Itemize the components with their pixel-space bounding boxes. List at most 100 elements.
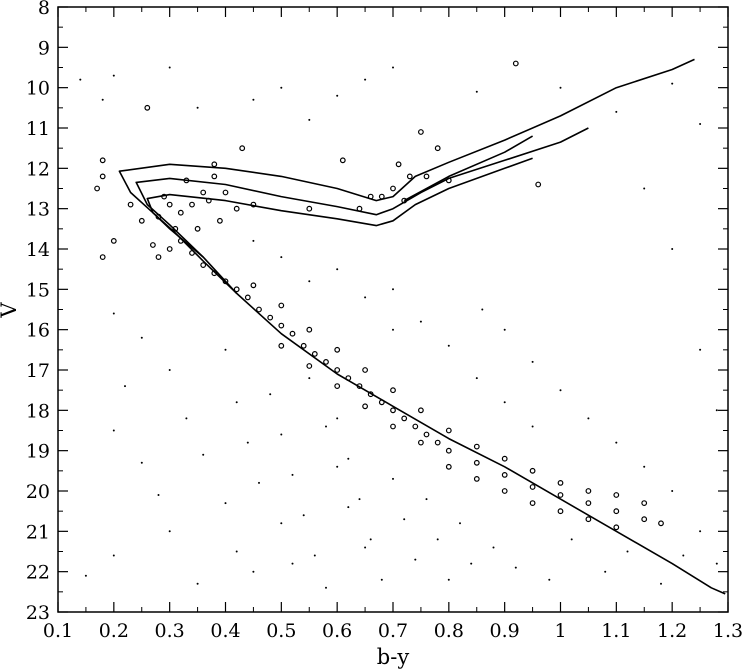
field-star-point — [291, 473, 294, 476]
field-star-point — [280, 433, 283, 436]
y-tick-label: 11 — [26, 118, 50, 140]
field-star-point — [336, 417, 339, 420]
field-star-point — [112, 429, 115, 432]
member-star-point — [401, 197, 408, 204]
member-star-point — [529, 500, 536, 507]
field-star-point — [414, 558, 417, 561]
member-star-point — [233, 205, 240, 212]
member-star-point — [390, 185, 396, 192]
member-star-point — [278, 342, 285, 349]
member-star-point — [233, 286, 240, 293]
member-star-point — [172, 225, 179, 232]
field-star-point — [246, 441, 249, 444]
member-star-point — [311, 351, 318, 357]
member-star-point — [535, 181, 542, 188]
member-star-point — [211, 161, 218, 168]
field-star-point — [615, 110, 618, 113]
y-tick-label: 14 — [26, 239, 50, 261]
field-star-point — [235, 401, 238, 404]
y-tick-label: 22 — [26, 562, 50, 584]
member-star-point — [177, 237, 184, 244]
member-star-point — [138, 217, 145, 224]
field-star-point — [531, 425, 534, 428]
field-star-point — [347, 506, 350, 509]
member-star-point — [412, 423, 419, 430]
field-star-point — [459, 522, 461, 525]
member-star-point — [278, 322, 285, 329]
member-star-point — [367, 391, 374, 398]
member-star-point — [211, 270, 218, 277]
field-star-point — [715, 409, 718, 412]
member-star-point — [401, 415, 408, 422]
isochrone-curve — [403, 135, 533, 202]
field-star-point — [280, 86, 283, 89]
member-star-point — [239, 145, 246, 152]
field-star-point — [112, 74, 115, 77]
member-star-point — [529, 467, 536, 474]
member-star-point — [434, 439, 441, 446]
field-star-point — [682, 554, 685, 557]
x-tick-label: 0.2 — [99, 620, 129, 642]
member-star-point — [390, 387, 396, 394]
field-star-point — [308, 118, 311, 121]
field-star-point — [470, 562, 473, 565]
field-star-point — [336, 268, 339, 271]
field-star-point — [671, 248, 674, 250]
y-tick-label: 17 — [26, 360, 50, 382]
x-tick-label: 0.8 — [434, 620, 464, 642]
isochrone-curve — [118, 58, 726, 595]
field-star-point — [112, 554, 115, 557]
member-stars — [94, 60, 664, 531]
member-star-point — [445, 427, 452, 434]
field-star-point — [392, 477, 394, 480]
member-star-point — [244, 294, 251, 301]
member-star-point — [194, 225, 201, 232]
member-star-point — [345, 375, 352, 382]
field-star-point — [168, 369, 171, 371]
member-star-point — [306, 205, 313, 212]
member-star-point — [418, 407, 424, 414]
member-star-point — [306, 326, 313, 333]
field-star-point — [671, 490, 674, 492]
field-star-point — [202, 453, 205, 456]
field-star-point — [447, 344, 450, 347]
y-axis-label: V — [0, 302, 21, 319]
member-star-point — [501, 488, 508, 494]
field-star-point — [185, 417, 188, 420]
member-star-point — [501, 472, 508, 478]
field-star-point — [699, 123, 702, 125]
member-star-point — [356, 383, 363, 390]
member-star-point — [473, 459, 480, 466]
member-star-point — [501, 455, 508, 462]
member-star-point — [613, 492, 620, 498]
field-star-point — [101, 98, 104, 101]
field-star-point — [380, 578, 383, 581]
member-star-point — [473, 476, 480, 482]
member-star-point — [127, 201, 134, 208]
field-star-point — [369, 538, 372, 541]
x-tick-label: 0.3 — [155, 620, 185, 642]
y-tick-label: 8 — [38, 0, 50, 19]
field-star-point — [313, 554, 316, 557]
field-star-point — [475, 90, 478, 93]
field-star-point — [559, 389, 562, 392]
field-star-point — [475, 377, 478, 380]
member-star-point — [110, 237, 117, 244]
member-star-point — [418, 129, 424, 135]
member-star-point — [222, 189, 229, 196]
member-star-point — [362, 367, 369, 373]
member-star-point — [278, 302, 285, 309]
member-star-point — [434, 145, 441, 152]
field-star-point — [570, 538, 573, 541]
member-star-point — [390, 407, 396, 414]
member-star-point — [362, 403, 369, 410]
member-star-point — [334, 367, 341, 373]
field-star-point — [269, 393, 272, 396]
member-star-point — [306, 363, 313, 369]
field-star-point — [196, 106, 199, 109]
field-star-point — [124, 385, 126, 388]
field-star-point — [403, 518, 406, 521]
member-star-point — [585, 488, 592, 494]
x-axis-label: b-y — [377, 645, 410, 669]
